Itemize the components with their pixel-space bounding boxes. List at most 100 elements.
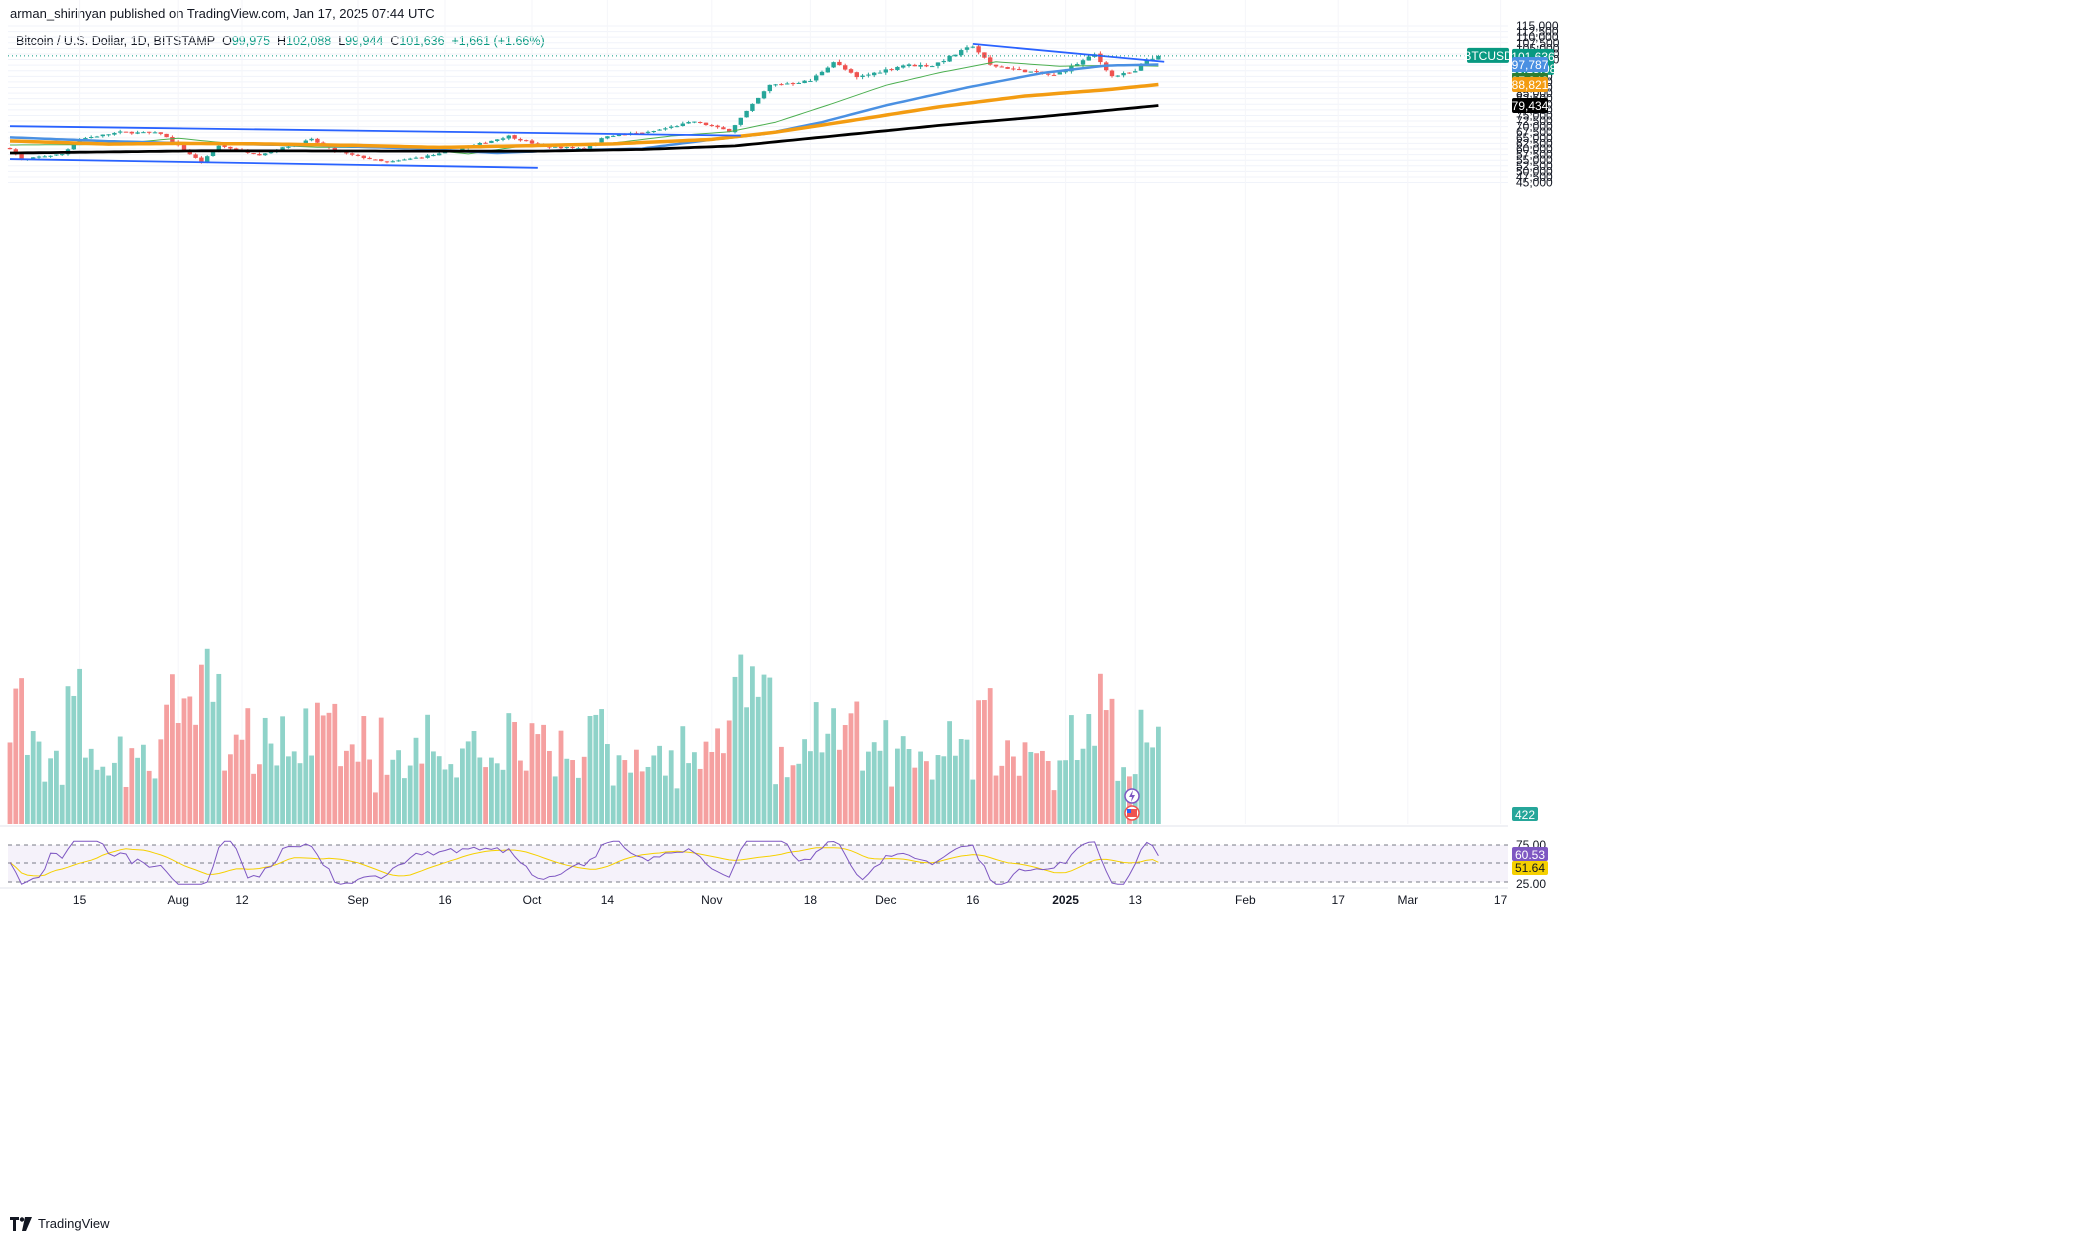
candle-body[interactable] bbox=[1057, 72, 1062, 75]
candle-body[interactable] bbox=[315, 138, 320, 143]
candle-body[interactable] bbox=[431, 155, 436, 157]
candle-body[interactable] bbox=[935, 62, 941, 66]
candle-body[interactable] bbox=[1156, 55, 1161, 60]
candle[interactable] bbox=[599, 137, 604, 144]
candle-body[interactable] bbox=[680, 123, 685, 126]
candle[interactable] bbox=[692, 121, 697, 124]
trendlines[interactable] bbox=[8, 42, 1548, 169]
candle[interactable] bbox=[106, 134, 111, 137]
candle-body[interactable] bbox=[906, 64, 912, 67]
candle-body[interactable] bbox=[489, 140, 494, 143]
candle-body[interactable] bbox=[19, 154, 24, 160]
candle-body[interactable] bbox=[825, 67, 830, 73]
candle[interactable] bbox=[999, 65, 1004, 68]
candle-body[interactable] bbox=[129, 131, 134, 134]
candle-body[interactable] bbox=[814, 75, 819, 81]
candle[interactable] bbox=[790, 82, 796, 86]
candle-body[interactable] bbox=[518, 138, 523, 141]
candle-body[interactable] bbox=[106, 134, 111, 136]
candle-body[interactable] bbox=[1127, 72, 1132, 74]
candle[interactable] bbox=[657, 129, 662, 131]
candle[interactable] bbox=[402, 158, 407, 161]
candle-body[interactable] bbox=[477, 142, 482, 145]
candle-body[interactable] bbox=[506, 135, 511, 139]
candle[interactable] bbox=[883, 67, 888, 75]
candle-body[interactable] bbox=[616, 134, 622, 137]
candle-body[interactable] bbox=[89, 137, 94, 139]
candle-body[interactable] bbox=[901, 65, 906, 68]
candle-body[interactable] bbox=[1144, 59, 1149, 65]
candle[interactable] bbox=[906, 63, 912, 68]
candle-body[interactable] bbox=[663, 128, 668, 130]
candle[interactable] bbox=[680, 121, 685, 127]
candle[interactable] bbox=[802, 80, 807, 84]
candle-body[interactable] bbox=[263, 153, 268, 156]
candle-body[interactable] bbox=[193, 154, 198, 158]
candle[interactable] bbox=[976, 44, 981, 55]
candle-body[interactable] bbox=[970, 46, 975, 48]
candle-body[interactable] bbox=[1133, 71, 1138, 73]
candle-body[interactable] bbox=[164, 133, 169, 138]
candle-body[interactable] bbox=[396, 160, 401, 162]
candle[interactable] bbox=[164, 133, 169, 138]
candle[interactable] bbox=[425, 154, 430, 159]
candle[interactable] bbox=[263, 153, 268, 156]
candle-body[interactable] bbox=[524, 140, 529, 142]
candle[interactable] bbox=[315, 137, 320, 144]
candle[interactable] bbox=[489, 140, 494, 144]
candle-body[interactable] bbox=[924, 65, 929, 67]
candle[interactable] bbox=[912, 63, 917, 67]
candle[interactable] bbox=[355, 153, 361, 157]
candle[interactable] bbox=[379, 158, 384, 162]
candle[interactable] bbox=[785, 81, 790, 85]
candle-body[interactable] bbox=[802, 80, 807, 84]
candle[interactable] bbox=[761, 90, 767, 100]
candle-body[interactable] bbox=[570, 147, 575, 149]
candle[interactable] bbox=[947, 55, 952, 62]
candle-body[interactable] bbox=[1011, 68, 1016, 70]
candle-body[interactable] bbox=[158, 132, 163, 134]
candle-body[interactable] bbox=[344, 152, 349, 154]
candle[interactable] bbox=[564, 146, 569, 149]
candle[interactable] bbox=[674, 125, 680, 128]
candle[interactable] bbox=[112, 132, 117, 136]
candle[interactable] bbox=[611, 135, 616, 137]
candle-body[interactable] bbox=[785, 83, 790, 85]
candle-body[interactable] bbox=[181, 145, 187, 151]
candle-body[interactable] bbox=[60, 154, 65, 156]
candle-body[interactable] bbox=[564, 147, 569, 149]
candle-body[interactable] bbox=[512, 135, 517, 139]
candle[interactable] bbox=[808, 78, 813, 82]
descending-resistance-trendline[interactable] bbox=[972, 42, 1165, 63]
candle-body[interactable] bbox=[500, 138, 506, 140]
candle-body[interactable] bbox=[1046, 73, 1051, 75]
candle[interactable] bbox=[1098, 51, 1103, 65]
candle[interactable] bbox=[1133, 68, 1138, 73]
candle-body[interactable] bbox=[373, 159, 378, 161]
candle-body[interactable] bbox=[640, 132, 645, 134]
candle[interactable] bbox=[825, 66, 830, 73]
candle[interactable] bbox=[408, 157, 413, 161]
candle[interactable] bbox=[796, 81, 801, 84]
candle-body[interactable] bbox=[361, 155, 366, 159]
candle[interactable] bbox=[866, 72, 871, 78]
candle[interactable] bbox=[1115, 75, 1120, 78]
candle-body[interactable] bbox=[152, 132, 158, 134]
candle[interactable] bbox=[663, 127, 668, 131]
candle-body[interactable] bbox=[7, 147, 13, 150]
candle[interactable] bbox=[123, 131, 129, 133]
candle[interactable] bbox=[251, 152, 256, 155]
candle-body[interactable] bbox=[703, 122, 709, 126]
candle[interactable] bbox=[837, 59, 842, 66]
candle-body[interactable] bbox=[495, 139, 500, 141]
candle-body[interactable] bbox=[837, 61, 842, 66]
candle-body[interactable] bbox=[460, 148, 465, 151]
candle[interactable] bbox=[988, 55, 993, 66]
candle[interactable] bbox=[89, 135, 94, 139]
candle[interactable] bbox=[703, 122, 709, 126]
candle-body[interactable] bbox=[123, 131, 129, 133]
candle-body[interactable] bbox=[1115, 75, 1120, 77]
candle-body[interactable] bbox=[390, 161, 395, 163]
candle[interactable] bbox=[918, 62, 923, 69]
candle-body[interactable] bbox=[31, 157, 36, 159]
